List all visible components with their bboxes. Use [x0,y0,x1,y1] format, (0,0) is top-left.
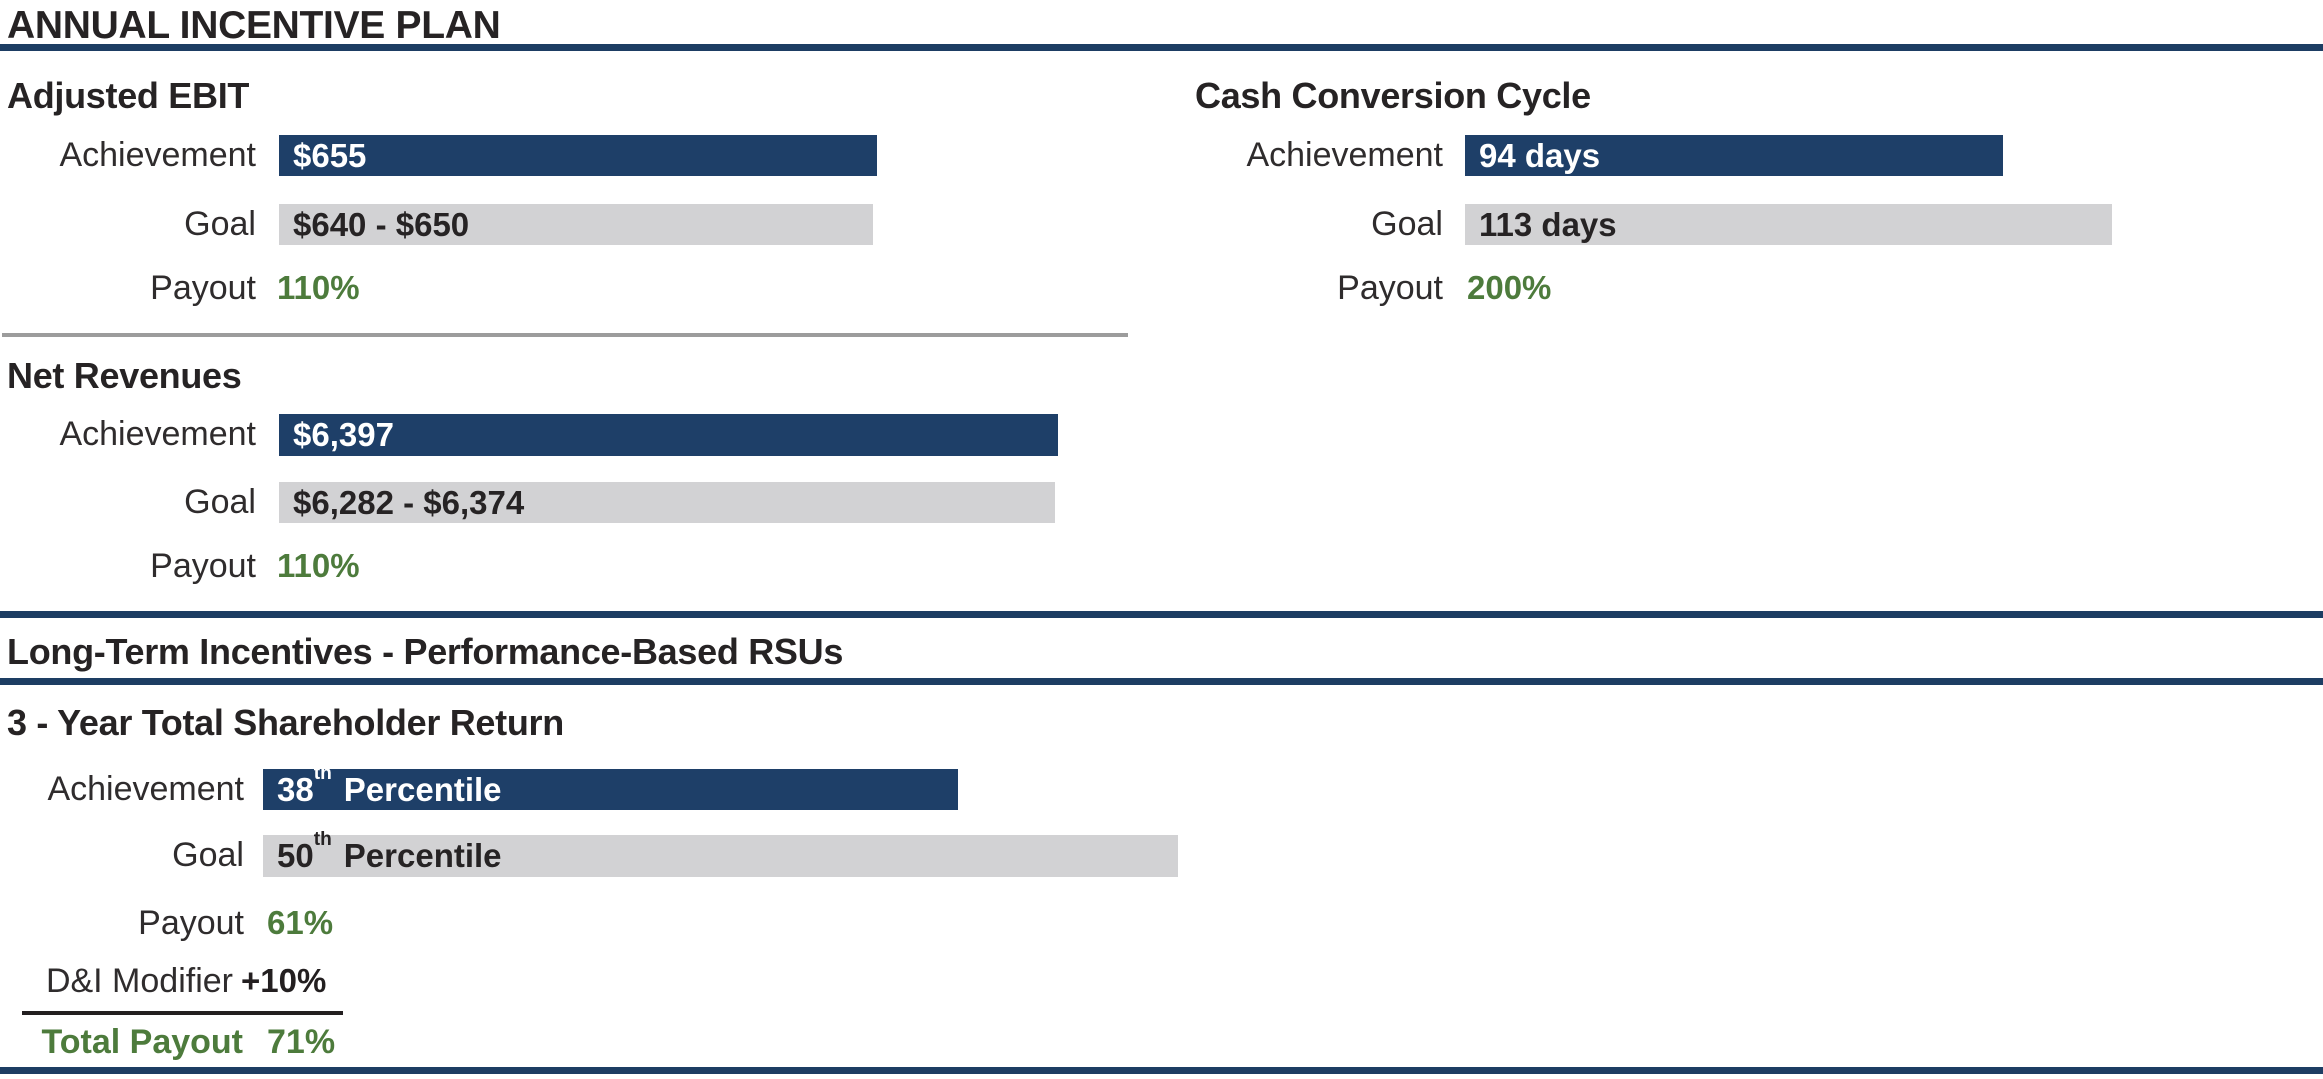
bottom-rule [0,1067,2323,1074]
net-revenues-payout-value: 110% [277,547,360,584]
net-revenues-heading: Net Revenues [7,355,242,396]
page-title: ANNUAL INCENTIVE PLAN [7,4,501,47]
goal-label: Goal [184,483,256,521]
total-payout-underline [22,1011,343,1015]
payout-label: Payout [138,904,244,942]
achievement-label: Achievement [59,415,256,453]
tsr-achievement-number: 38 [277,771,314,808]
tsr-goal-bar: 50th Percentile [263,830,1178,877]
payout-label: Payout [150,547,256,585]
net-revenues-achievement-bar: $6,397 [279,414,1058,456]
tsr-achievement-bar: 38th Percentile [263,764,958,810]
lti-bottom-rule [0,678,2323,685]
cash-conversion-cycle-payout-value: 200% [1467,269,1552,306]
section-divider [2,333,1128,337]
goal-label: Goal [172,836,244,874]
total-payout-label: Total Payout [41,1023,244,1061]
lti-heading: Long-Term Incentives - Performance-Based… [7,631,844,672]
cash-conversion-cycle-achievement-bar: 94 days [1465,135,2003,176]
achievement-label: Achievement [59,136,256,174]
tsr-heading: 3 - Year Total Shareholder Return [7,702,564,743]
adjusted-ebit-achievement-bar: $655 [279,135,877,176]
achievement-label: Achievement [1246,136,1443,174]
adjusted-ebit-heading: Adjusted EBIT [7,75,250,116]
dni-modifier-value: +10% [241,962,327,999]
total-payout-value: 71% [267,1023,336,1061]
tsr-goal-number: 50 [277,837,314,874]
achievement-label: Achievement [47,770,244,808]
tsr-goal-ordinal: th [313,829,332,851]
tsr-achievement-ordinal: th [313,763,332,785]
adjusted-ebit-payout-value: 110% [277,269,360,306]
goal-label: Goal [1371,205,1443,243]
cash-conversion-cycle-heading: Cash Conversion Cycle [1195,75,1591,116]
goal-label: Goal [184,205,256,243]
payout-label: Payout [150,269,256,307]
lti-top-rule [0,611,2323,618]
adjusted-ebit-goal-bar: $640 - $650 [279,204,873,245]
tsr-achievement-unit: Percentile [343,771,502,808]
tsr-payout-value: 61% [267,904,334,941]
payout-label: Payout [1337,269,1443,307]
top-rule [0,44,2323,51]
cash-conversion-cycle-goal-bar: 113 days [1465,204,2112,245]
net-revenues-goal-bar: $6,282 - $6,374 [279,482,1055,523]
tsr-goal-unit: Percentile [343,837,502,874]
dni-modifier-label: D&I Modifier [45,962,233,1000]
